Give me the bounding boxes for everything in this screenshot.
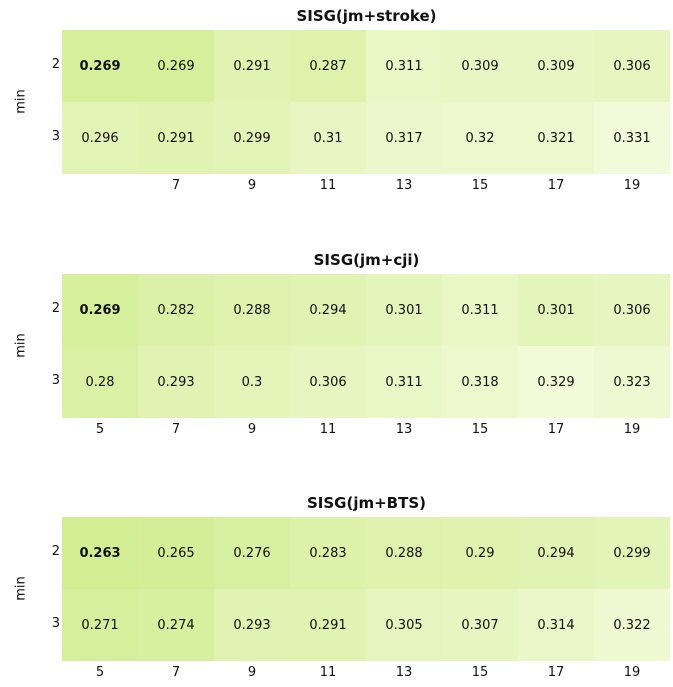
heatmap-cell: 0.307 [442,589,518,661]
heatmap-cell: 0.269 [138,30,214,102]
heatmap-panel-2: SISG(jm+cji) min 2 0.269 0.282 0.288 0.294 0.30… [0,250,673,440]
heatmap-cell: 0.305 [366,589,442,661]
heatmap-cell: 0.283 [290,517,366,589]
heatmap-cell: 0.3 [214,346,290,418]
heatmap-cell: 0.291 [290,589,366,661]
y-axis-label: min [13,89,29,114]
column-tick-label: 5 [95,422,105,437]
column-tick-label: 17 [547,665,565,680]
heatmap-cell: 0.293 [214,589,290,661]
heatmap-cell: 0.269 [62,30,138,102]
heatmap-cell: 0.288 [214,274,290,346]
column-tick-label: 5 [95,665,105,680]
column-tick-label: 19 [623,422,641,437]
heatmap-cell: 0.294 [290,274,366,346]
heatmap-cell: 0.299 [594,517,670,589]
column-tick-label: 17 [547,178,565,193]
heatmap-cell: 0.294 [518,517,594,589]
heatmap-cell: 0.293 [138,346,214,418]
panel-title: SISG(jm+cji) [313,251,420,269]
heatmap-cell: 0.28 [62,346,138,418]
heatmap-cell: 0.299 [214,102,290,174]
heatmap-cell: 0.321 [518,102,594,174]
row-tick-label: 3 [51,373,60,388]
row-tick-label: 2 [51,57,60,72]
panel-title: SISG(jm+BTS) [306,494,427,512]
column-tick-label: 19 [623,665,641,680]
column-tick-label: 13 [395,422,413,437]
heatmap-cell: 0.29 [442,517,518,589]
heatmap-cell: 0.269 [62,274,138,346]
column-tick-label: 7 [171,178,181,193]
column-tick-label: 11 [319,178,337,193]
heatmap-cell: 0.309 [442,30,518,102]
heatmap-cell: 0.301 [518,274,594,346]
column-tick-label: 13 [395,178,413,193]
row-tick-label: 3 [51,129,60,144]
column-tick-label: 19 [623,178,641,193]
heatmap-cell: 0.318 [442,346,518,418]
heatmap-cell: 0.314 [518,589,594,661]
column-tick-label: 9 [247,665,257,680]
y-axis-label: min [13,333,29,358]
heatmap-cell: 0.271 [62,589,138,661]
heatmap-cell: 0.301 [366,274,442,346]
heatmap-cell: 0.311 [366,30,442,102]
row-tick-label: 3 [51,616,60,631]
heatmap-cell: 0.296 [62,102,138,174]
heatmap-cell: 0.323 [594,346,670,418]
heatmap-cell: 0.291 [214,30,290,102]
column-tick-label: 15 [471,422,489,437]
heatmap-cell: 0.329 [518,346,594,418]
heatmap-panel-3: SISG(jm+BTS) min 2 0.263 0.265 0.276 0.283 0.28… [0,493,673,683]
heatmap-cell: 0.309 [518,30,594,102]
column-tick-label: 15 [471,178,489,193]
column-tick-label: 17 [547,422,565,437]
heatmap-cell: 0.287 [290,30,366,102]
y-axis-label: min [13,576,29,601]
heatmap-cell: 0.276 [214,517,290,589]
column-tick-label: 7 [171,665,181,680]
row-tick-label: 2 [51,544,60,559]
heatmap-cell: 0.31 [290,102,366,174]
column-tick-label: 9 [247,422,257,437]
column-tick-label: 9 [247,178,257,193]
column-tick-label: 7 [171,422,181,437]
column-tick-label: 11 [319,665,337,680]
column-tick-label: 11 [319,422,337,437]
heatmap-cell: 0.282 [138,274,214,346]
heatmap-cell: 0.288 [366,517,442,589]
heatmap-cell: 0.263 [62,517,138,589]
heatmap-cell: 0.265 [138,517,214,589]
heatmap-cell: 0.306 [594,30,670,102]
heatmap-cell: 0.306 [594,274,670,346]
heatmap-cell: 0.311 [442,274,518,346]
heatmap-cell: 0.317 [366,102,442,174]
heatmap-cell: 0.291 [138,102,214,174]
heatmap-cell: 0.331 [594,102,670,174]
column-tick-label: 15 [471,665,489,680]
heatmap-cell: 0.311 [366,346,442,418]
heatmap-cell: 0.32 [442,102,518,174]
heatmap-cell: 0.322 [594,589,670,661]
column-tick-label: 13 [395,665,413,680]
row-tick-label: 2 [51,301,60,316]
heatmap-cell: 0.306 [290,346,366,418]
heatmap-panel-1: SISG(jm+stroke) min 2 0.269 0.269 0.291 0.287 0… [0,6,673,196]
panel-title: SISG(jm+stroke) [296,7,437,25]
heatmap-cell: 0.274 [138,589,214,661]
